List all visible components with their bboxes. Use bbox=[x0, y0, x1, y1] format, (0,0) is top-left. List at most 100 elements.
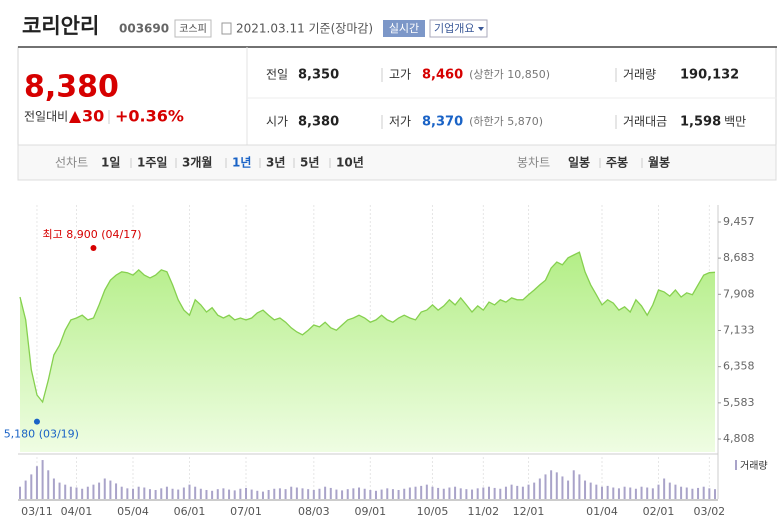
y-tick-label: 7,133 bbox=[723, 323, 755, 336]
volume-bar bbox=[233, 490, 236, 499]
volume-bar bbox=[578, 474, 581, 499]
volume-bar bbox=[245, 487, 248, 499]
volume-bar bbox=[697, 487, 700, 499]
low-date: (03/19) bbox=[39, 428, 79, 441]
tabs: 1일 1주일 3개월 1년 3년 5년 10년 일봉 주봉 월봉 bbox=[101, 155, 670, 170]
volume-bar bbox=[550, 470, 553, 499]
tab[interactable]: 1주일 bbox=[137, 156, 167, 170]
y-tick-label: 5,583 bbox=[723, 396, 755, 409]
legend-swatch bbox=[735, 460, 737, 470]
volume-bar bbox=[126, 488, 129, 499]
volume-bar bbox=[691, 488, 694, 499]
volume-bar bbox=[391, 489, 394, 499]
volume-bar bbox=[363, 488, 366, 499]
volume-bar bbox=[307, 489, 310, 499]
volume-bar bbox=[668, 482, 671, 499]
change: 30 bbox=[82, 107, 104, 126]
tab[interactable]: 10년 bbox=[336, 156, 364, 170]
volume-bar bbox=[273, 488, 276, 499]
volume-bar bbox=[685, 487, 688, 499]
volume-bar bbox=[448, 487, 451, 499]
volume-bar bbox=[482, 487, 485, 499]
volume-bar bbox=[397, 489, 400, 499]
volume-bar bbox=[335, 489, 338, 499]
volume-bar bbox=[261, 491, 264, 499]
tab-group-label: 선차트 bbox=[55, 156, 88, 170]
tab[interactable]: 일봉 bbox=[568, 156, 590, 170]
volume-bar bbox=[403, 488, 406, 499]
volume-bar bbox=[284, 489, 287, 499]
tab[interactable]: 3년 bbox=[266, 156, 285, 170]
stock-code: 003690 bbox=[119, 22, 169, 36]
volume-bar bbox=[312, 489, 315, 499]
volume-bar bbox=[278, 488, 281, 499]
tab[interactable]: 3개월 bbox=[182, 155, 212, 170]
cell-label: 거래량 bbox=[623, 68, 656, 82]
realtime[interactable]: 실시간 bbox=[389, 22, 419, 35]
company[interactable]: 기업개요 bbox=[434, 22, 474, 35]
price: 8,380 bbox=[24, 70, 119, 105]
volume-bar bbox=[651, 488, 654, 499]
volume-bar bbox=[544, 474, 547, 499]
y-tick-label: 4,808 bbox=[723, 432, 755, 445]
low-label: 최저 5,180 (03/19) bbox=[0, 428, 79, 441]
price-line bbox=[19, 251, 716, 404]
x-tick-label: 04/01 bbox=[61, 505, 93, 518]
volume-bar bbox=[459, 488, 462, 499]
y-tick-label: 7,908 bbox=[723, 287, 755, 300]
price-area bbox=[20, 252, 715, 452]
x-tick-label: 08/03 bbox=[298, 505, 330, 518]
cell-label: 저가 bbox=[389, 115, 411, 129]
cell-value: 1,598 bbox=[680, 115, 721, 130]
tab[interactable]: 월봉 bbox=[648, 155, 670, 170]
tab[interactable]: 1일 bbox=[101, 156, 120, 170]
volume-bar bbox=[69, 486, 72, 499]
volume-bar bbox=[295, 487, 298, 499]
volume-bar bbox=[358, 487, 361, 499]
tab[interactable]: 주봉 bbox=[606, 156, 628, 170]
volume-bar bbox=[35, 466, 38, 499]
cell-label: 시가 bbox=[266, 115, 288, 129]
volume-bar bbox=[414, 486, 417, 499]
high-date: (04/17) bbox=[101, 228, 141, 241]
company-button[interactable] bbox=[429, 19, 488, 38]
volume-bar bbox=[629, 487, 632, 499]
x-tick-label: 09/01 bbox=[354, 505, 386, 518]
volume-bar bbox=[81, 488, 84, 499]
volume-bar bbox=[431, 486, 434, 499]
volume-bar bbox=[476, 488, 479, 499]
x-tick-label: 11/02 bbox=[467, 505, 499, 518]
volume-bar bbox=[595, 484, 598, 499]
volume-bar bbox=[86, 486, 89, 499]
low-value-label: 5,180 bbox=[4, 428, 35, 441]
volume-bar bbox=[199, 488, 202, 499]
volume-bar bbox=[380, 489, 383, 499]
volume-bar bbox=[454, 486, 457, 499]
tab[interactable]: 1년 bbox=[232, 156, 251, 170]
volume-bar bbox=[290, 486, 293, 499]
cell-sub: (상한가 10,850) bbox=[469, 68, 550, 81]
y-tick-label: 8,683 bbox=[723, 251, 755, 264]
volume-bar bbox=[19, 486, 21, 499]
volume-bar bbox=[346, 489, 349, 499]
volume-bar bbox=[103, 478, 106, 499]
volume-bar bbox=[24, 480, 27, 499]
cell-label: 고가 bbox=[389, 68, 411, 82]
realtime-button[interactable] bbox=[383, 20, 425, 37]
volume-bar bbox=[680, 486, 683, 499]
volume-bar bbox=[75, 487, 78, 499]
volume-bar bbox=[228, 489, 231, 499]
volume-bar bbox=[239, 488, 242, 499]
volume-bar bbox=[211, 490, 214, 499]
cell-sub: (하한가 5,870) bbox=[469, 114, 543, 128]
volume-bar bbox=[567, 480, 570, 499]
volume-bar bbox=[177, 489, 180, 499]
volume-bar bbox=[120, 486, 123, 499]
tab[interactable]: 5년 bbox=[300, 156, 319, 170]
volume-bar bbox=[634, 488, 637, 499]
cell-value: 8,380 bbox=[298, 115, 339, 130]
volume-bar bbox=[352, 488, 355, 499]
volume-bar bbox=[437, 487, 440, 499]
volume-bar bbox=[538, 478, 541, 499]
y-tick-label: 6,358 bbox=[723, 360, 755, 373]
